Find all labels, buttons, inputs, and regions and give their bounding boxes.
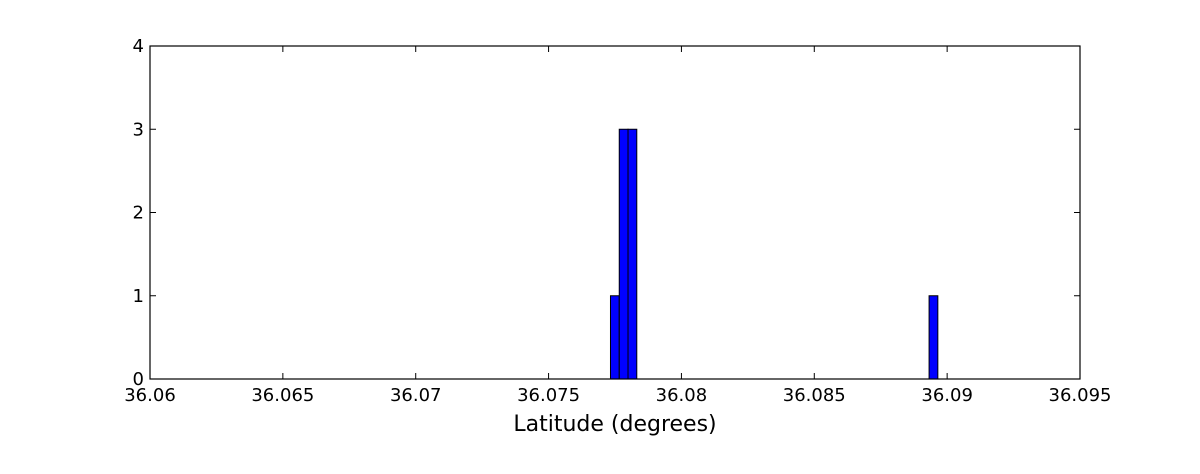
x-tick-label: 36.075 bbox=[517, 385, 580, 406]
x-tick-labels: 36.06 36.065 36.07 36.075 36.08 36.085 36.09 36… bbox=[124, 385, 1111, 406]
histogram-bar-3 bbox=[928, 295, 939, 380]
y-tick-label: 0 bbox=[133, 369, 144, 390]
plot-frame bbox=[149, 45, 1081, 380]
y-tick-label: 2 bbox=[133, 203, 144, 224]
x-tick-label: 36.08 bbox=[656, 385, 708, 406]
x-tick-label: 36.07 bbox=[390, 385, 442, 406]
x-tick-label: 36.085 bbox=[783, 385, 846, 406]
y-tick-label: 3 bbox=[133, 119, 144, 140]
x-tick-label: 36.095 bbox=[1049, 385, 1112, 406]
x-tick-label: 36.065 bbox=[251, 385, 314, 406]
x-tick-label: 36.06 bbox=[124, 385, 176, 406]
histogram-bar-1 bbox=[618, 128, 629, 380]
y-tick-labels: 0 1 2 3 4 bbox=[133, 36, 144, 390]
histogram-bar-2 bbox=[627, 128, 638, 380]
bars-layer bbox=[609, 128, 939, 380]
y-tick-label: 1 bbox=[133, 286, 144, 307]
histogram-bar-0 bbox=[609, 295, 620, 380]
x-axis-title: Latitude (degrees) bbox=[513, 412, 716, 437]
x-tick-label: 36.09 bbox=[921, 385, 973, 406]
y-tick-label: 4 bbox=[133, 36, 144, 57]
